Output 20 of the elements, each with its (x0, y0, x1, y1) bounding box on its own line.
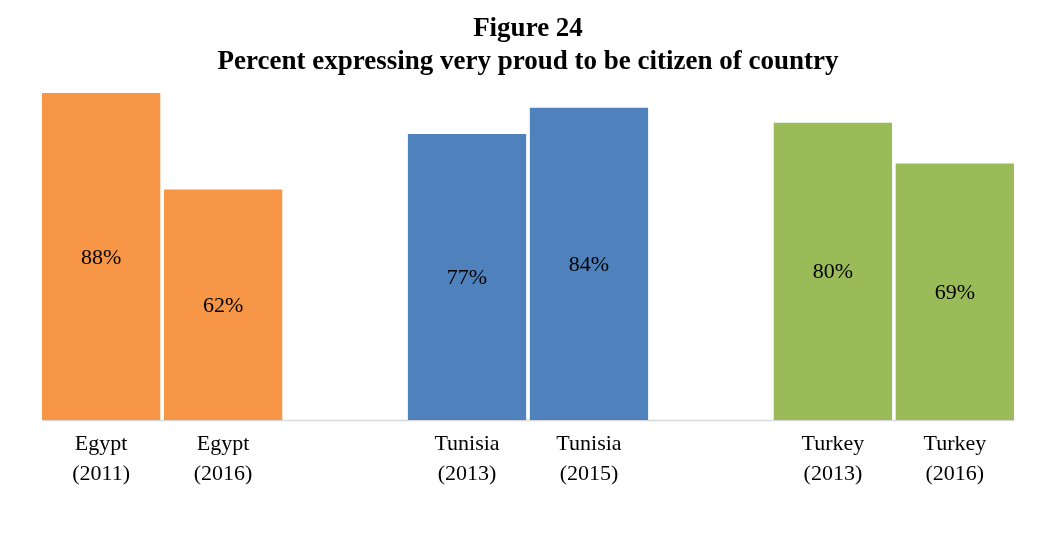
bar (407, 133, 527, 420)
bar (773, 122, 893, 420)
x-tick-label: Tunisia (2015) (556, 429, 622, 485)
data-label: 69% (934, 278, 976, 304)
data-label: 84% (568, 250, 610, 276)
data-label: 88% (80, 243, 122, 269)
bar (895, 163, 1014, 420)
bar (42, 93, 161, 420)
x-tick-label: Turkey (2013) (801, 429, 865, 485)
x-tick-label: Tunisia (2013) (434, 429, 500, 485)
bar (529, 107, 649, 420)
chart-subtitle: Percent expressing very proud to be citizen of country (217, 45, 839, 75)
x-tick-label: Egypt (2016) (193, 429, 253, 485)
chart-title: Figure 24 (473, 12, 583, 42)
data-label: 62% (202, 291, 244, 317)
data-label: 77% (446, 263, 488, 289)
data-label: 80% (812, 258, 854, 284)
bar (163, 189, 283, 420)
x-tick-label: Turkey (2016) (923, 429, 987, 485)
x-tick-label: Egypt (2011) (72, 429, 131, 485)
